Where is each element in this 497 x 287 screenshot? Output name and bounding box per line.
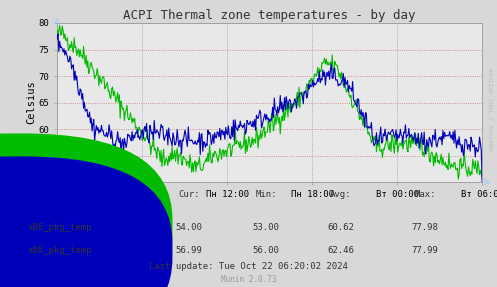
Text: 77.99: 77.99 — [412, 246, 438, 255]
Text: 60.62: 60.62 — [327, 223, 354, 232]
Text: 53.00: 53.00 — [252, 223, 279, 232]
Text: 56.99: 56.99 — [175, 246, 202, 255]
Text: Munin 2.0.73: Munin 2.0.73 — [221, 275, 276, 284]
Text: Avg:: Avg: — [330, 191, 351, 199]
Text: 54.00: 54.00 — [175, 223, 202, 232]
Text: Cur:: Cur: — [178, 191, 200, 199]
Text: Min:: Min: — [255, 191, 277, 199]
Text: 77.98: 77.98 — [412, 223, 438, 232]
Text: 62.46: 62.46 — [327, 246, 354, 255]
Text: Max:: Max: — [414, 191, 436, 199]
Text: 56.00: 56.00 — [252, 246, 279, 255]
Title: ACPI Thermal zone temperatures - by day: ACPI Thermal zone temperatures - by day — [123, 9, 416, 22]
Text: x86_pkg_temp: x86_pkg_temp — [27, 223, 92, 232]
Text: RRDTOOL / TOBI OETIKER: RRDTOOL / TOBI OETIKER — [490, 68, 495, 150]
Text: x86_pkg_temp: x86_pkg_temp — [27, 246, 92, 255]
Y-axis label: Celsius: Celsius — [26, 81, 36, 125]
Text: Last update: Tue Oct 22 06:20:02 2024: Last update: Tue Oct 22 06:20:02 2024 — [149, 262, 348, 271]
